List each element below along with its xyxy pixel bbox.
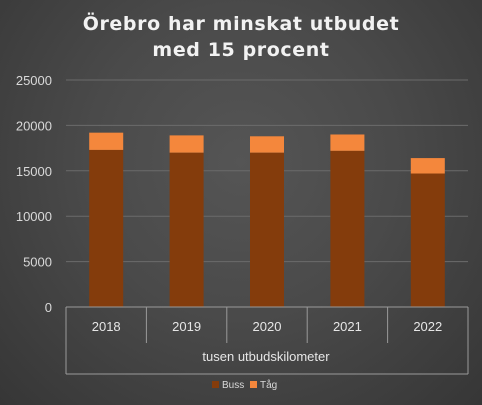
legend-label: Buss [222, 380, 244, 391]
legend-label: Tåg [260, 379, 277, 391]
x-axis-title: tusen utbudskilometer [202, 349, 330, 364]
legend: Buss Tåg [212, 379, 277, 391]
bar-tg-2018 [89, 132, 124, 150]
legend-swatch-tg [250, 381, 257, 388]
bar-buss-2020 [250, 152, 284, 307]
bar-tg-2021 [330, 134, 365, 151]
chart-title-line-2: med 15 procent [152, 39, 329, 61]
bar-buss-2019 [169, 152, 204, 307]
chart-title-line-1: Örebro har minskat utbudet [83, 11, 400, 35]
y-tick-label: 15000 [16, 164, 52, 179]
bar-tg-2022 [410, 158, 445, 174]
bars [89, 132, 445, 307]
bar-tg-2019 [169, 135, 204, 153]
category-label: 2021 [333, 319, 362, 334]
category-label: 2020 [253, 319, 282, 334]
category-label: 2018 [92, 319, 121, 334]
y-tick-label: 0 [45, 300, 52, 315]
bar-buss-2022 [410, 173, 445, 307]
y-tick-label: 20000 [16, 118, 52, 133]
y-tick-label: 10000 [16, 209, 52, 224]
y-axis-tick-labels: 0 5000 10000 15000 20000 25000 [16, 73, 52, 315]
category-label: 2019 [172, 319, 201, 334]
legend-swatch-buss [212, 381, 219, 388]
category-label: 2022 [413, 319, 442, 334]
category-axis: 2018 2019 2020 2021 2022 [65, 306, 469, 375]
y-tick-label: 25000 [16, 73, 52, 88]
y-tick-label: 5000 [23, 255, 52, 270]
bar-buss-2018 [89, 149, 124, 307]
bar-tg-2020 [250, 136, 284, 153]
bar-buss-2021 [330, 150, 365, 307]
